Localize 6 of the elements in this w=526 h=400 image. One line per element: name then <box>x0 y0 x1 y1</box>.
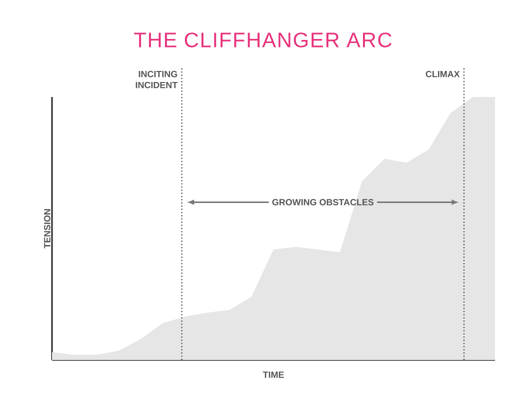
annotation: GROWING OBSTACLES <box>272 199 374 206</box>
y-axis-title: TENSION <box>44 209 50 248</box>
chart-title: THE CLIFFHANGER ARC <box>134 32 392 48</box>
x-axis-title: TIME <box>262 372 284 378</box>
text: INCITING INCIDENT <box>136 70 178 88</box>
text: CLIMAX <box>426 70 460 78</box>
